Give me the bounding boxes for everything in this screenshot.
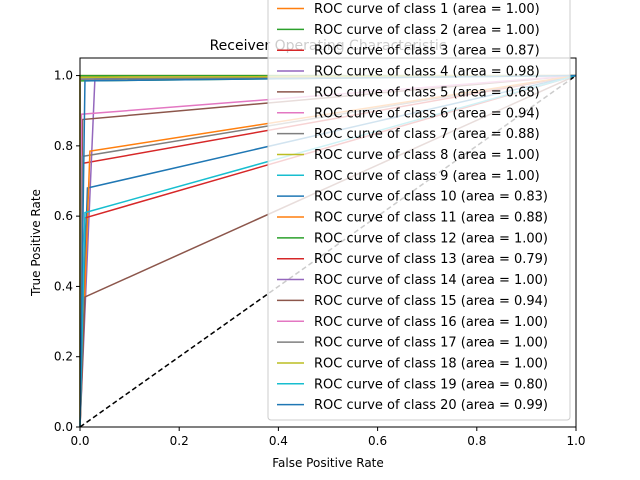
legend-label-class-8: ROC curve of class 8 (area = 1.00) bbox=[314, 148, 540, 163]
legend: ROC curve of class 1 (area = 1.00) ROC cu… bbox=[267, 0, 571, 421]
legend-label-class-9: ROC curve of class 9 (area = 1.00) bbox=[314, 169, 540, 184]
legend-label-class-11: ROC curve of class 11 (area = 0.88) bbox=[314, 211, 548, 226]
x-tick-label: 0.6 bbox=[368, 434, 387, 448]
legend-label-class-10: ROC curve of class 10 (area = 0.83) bbox=[314, 190, 548, 205]
legend-label-class-3: ROC curve of class 3 (area = 0.87) bbox=[314, 44, 540, 59]
legend-label-class-14: ROC curve of class 14 (area = 1.00) bbox=[314, 273, 548, 288]
legend-label-class-15: ROC curve of class 15 (area = 0.94) bbox=[314, 294, 548, 309]
x-tick-label: 1.0 bbox=[566, 434, 585, 448]
legend-label-class-6: ROC curve of class 6 (area = 0.94) bbox=[314, 106, 540, 121]
y-tick-label: 0.2 bbox=[54, 350, 73, 364]
legend-label-class-17: ROC curve of class 17 (area = 1.00) bbox=[314, 336, 548, 351]
legend-label-class-12: ROC curve of class 12 (area = 1.00) bbox=[314, 231, 548, 246]
x-axis-ticks: 0.0 0.2 0.4 0.6 0.8 1.0 bbox=[70, 427, 586, 448]
legend-label-class-18: ROC curve of class 18 (area = 1.00) bbox=[314, 356, 548, 371]
y-tick-label: 0.4 bbox=[54, 279, 73, 293]
y-axis-label: True Positive Rate bbox=[29, 189, 43, 297]
x-tick-label: 0.8 bbox=[467, 434, 486, 448]
legend-label-class-5: ROC curve of class 5 (area = 0.68) bbox=[314, 85, 540, 100]
y-axis-ticks: 0.0 0.2 0.4 0.6 0.8 1.0 bbox=[54, 69, 80, 434]
y-tick-label: 0.6 bbox=[54, 209, 73, 223]
legend-label-class-4: ROC curve of class 4 (area = 0.98) bbox=[314, 65, 540, 80]
y-tick-label: 0.0 bbox=[54, 420, 73, 434]
y-tick-label: 0.8 bbox=[54, 139, 73, 153]
x-tick-label: 0.0 bbox=[70, 434, 89, 448]
x-tick-label: 0.4 bbox=[269, 434, 288, 448]
legend-label-class-19: ROC curve of class 19 (area = 0.80) bbox=[314, 377, 548, 392]
legend-label-class-2: ROC curve of class 2 (area = 1.00) bbox=[314, 23, 540, 38]
legend-label-class-13: ROC curve of class 13 (area = 0.79) bbox=[314, 252, 548, 267]
legend-label-class-7: ROC curve of class 7 (area = 0.88) bbox=[314, 127, 540, 142]
x-axis-label: False Positive Rate bbox=[272, 456, 384, 470]
legend-label-class-20: ROC curve of class 20 (area = 0.99) bbox=[314, 398, 548, 413]
legend-label-class-16: ROC curve of class 16 (area = 1.00) bbox=[314, 315, 548, 330]
y-tick-label: 1.0 bbox=[54, 69, 73, 83]
x-tick-label: 0.2 bbox=[170, 434, 189, 448]
legend-label-class-1: ROC curve of class 1 (area = 1.00) bbox=[314, 2, 540, 17]
legend-box bbox=[267, 0, 571, 421]
